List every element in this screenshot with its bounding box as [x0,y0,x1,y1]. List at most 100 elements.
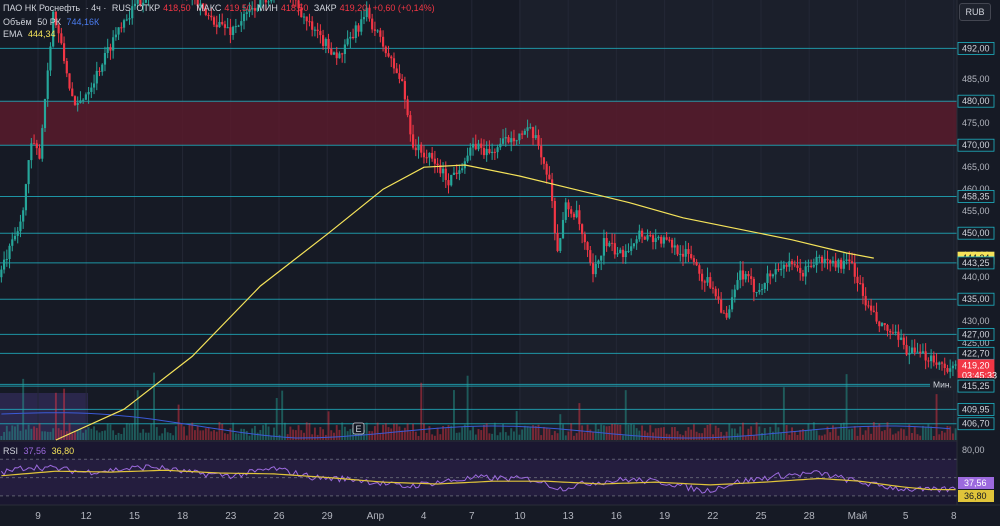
volume-bar [390,428,393,440]
candle-body [820,256,824,263]
volume-bar [526,426,529,440]
candle-body [602,238,606,256]
candle-body [379,30,382,37]
price-badge-label: 03:45:33 [962,371,997,381]
candle-body [840,259,843,269]
candle-body [218,21,221,28]
candle-body [632,243,636,247]
candle-body [357,25,360,32]
time-tick-label: 18 [177,511,189,522]
volume-bar [703,427,706,440]
candle-body [725,312,728,318]
time-tick-label: 26 [273,511,285,522]
volume-bar [248,435,251,440]
volume-bar [84,429,87,440]
volume-bar [913,427,916,440]
volume-bar [30,428,33,440]
candle-body [624,251,627,258]
volume-bar [87,427,90,440]
candle-body [240,21,243,26]
volume-bar [564,435,567,440]
volume-bar [229,428,232,440]
volume-bar [223,433,226,440]
volume-bar [750,426,753,440]
candle-body [392,58,396,69]
volume-bar [671,427,674,440]
price-badge [957,42,995,55]
candle-body [850,261,854,263]
candle-body [831,260,835,264]
volume-bar [22,378,25,440]
price-badge-label: 458,35 [962,191,990,201]
rsi-legend[interactable]: RSI 37,56 36,80 [3,446,77,457]
candle-body [496,147,499,153]
volume-bar [19,430,22,440]
volume-bar [253,425,256,440]
candle-body [646,235,649,240]
volume-bar [529,427,532,440]
candle-body [703,281,706,283]
volume-bar [491,433,494,440]
volume-bar [412,423,415,440]
volume-bar [433,435,436,440]
volume-bar [431,434,434,440]
volume-bar [902,429,905,440]
rsi-badge [958,477,994,489]
volume-bar [278,434,281,440]
candle-body [951,365,955,369]
candle-body [763,282,766,290]
price-badge-label: 450,00 [962,228,990,238]
candle-body [807,265,810,267]
volume-bar [71,433,74,440]
candle-body [428,152,431,158]
candle-body [880,323,884,327]
candle-body [79,100,82,104]
candle-body [196,0,199,7]
candle-body [480,143,483,148]
volume-bar [894,433,897,440]
volume-bar [556,433,559,440]
volume-bar [523,425,526,440]
volume-bar [829,432,832,440]
volume-bar [911,433,913,440]
candle-body [305,16,308,22]
symbol-name[interactable]: ПАО НК Роснефть [3,3,81,13]
volume-bar [343,426,346,440]
candle-body [76,103,79,105]
price-badge [957,379,995,393]
time-tick-label: 12 [81,511,93,522]
volume-bar [144,432,147,440]
volume-bar [687,427,690,440]
candle-body [886,324,889,331]
volume-bar [772,431,774,440]
currency-badge[interactable]: RUB [959,3,991,21]
volume-bar [905,435,908,440]
volume-bar [733,428,736,440]
volume-bar [575,433,578,440]
candle-body [793,264,796,266]
volume-bar [534,426,537,440]
candle-body [403,81,406,100]
volume-bar [761,432,764,440]
volume-bar [134,402,136,440]
volume-bar [632,424,635,440]
candle-body [202,3,205,9]
candle-body [466,155,469,162]
volume-bar [114,434,117,440]
candle-body [343,44,346,55]
volume-bar [311,434,314,440]
candle-body [54,11,57,26]
candle-body [229,27,232,35]
volume-bar [41,431,44,440]
candle-body [300,8,303,18]
volume-bar [586,424,589,440]
volume-bar [954,428,957,440]
volume-bar [327,411,330,440]
volume-legend[interactable]: Объём 50 РК 744,16К [3,17,102,28]
volume-bar [804,429,807,440]
volume-bar [406,423,409,440]
volume-bar [155,427,158,440]
ema-legend[interactable]: EMA 444,34 [3,29,59,40]
candle-body [859,283,862,285]
